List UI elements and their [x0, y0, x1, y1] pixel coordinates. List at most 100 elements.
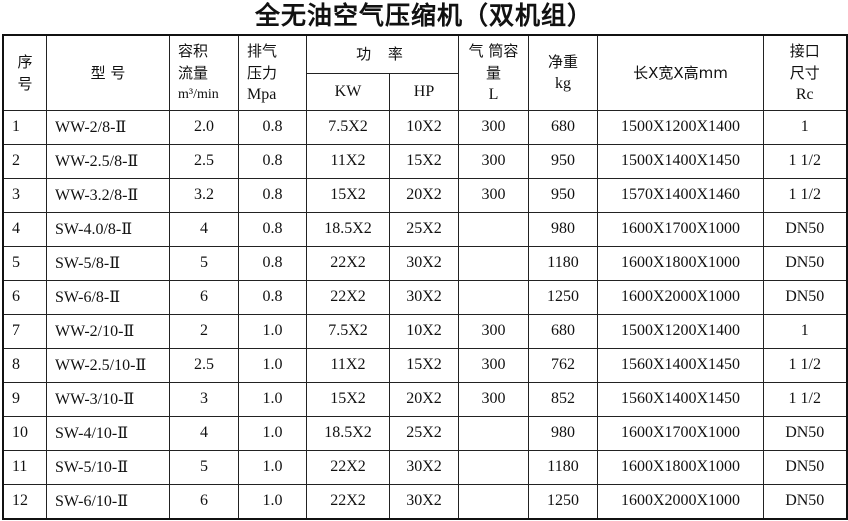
- cell-kw: 22X2: [306, 245, 390, 281]
- cell-dims: 1600X1800X1000: [597, 245, 764, 281]
- cell-pressure: 0.8: [238, 109, 307, 145]
- cell-kw: 11X2: [306, 143, 390, 179]
- cell-no: 4: [2, 211, 47, 247]
- cell-kw: 22X2: [306, 449, 390, 485]
- cell-hp: 15X2: [389, 347, 459, 383]
- table-row: 8 WW-2.5/10-Ⅱ 2.5 1.0 11X2 15X2 300 762 1560X140…: [2, 347, 847, 383]
- cell-flow: 4: [169, 211, 239, 247]
- cell-weight: 1180: [528, 245, 598, 281]
- cell-model: WW-2/8-Ⅱ: [46, 109, 170, 145]
- cell-dims: 1600X1800X1000: [597, 449, 764, 485]
- cell-kw: 11X2: [306, 347, 390, 383]
- cell-no: 11: [2, 449, 47, 485]
- cell-weight: 950: [528, 177, 598, 213]
- cell-dims: 1500X1400X1450: [597, 143, 764, 179]
- header-tank-label: 气 筒容 量: [468, 41, 519, 82]
- cell-weight: 950: [528, 143, 598, 179]
- cell-tank: 300: [458, 177, 529, 213]
- cell-port: DN50: [763, 211, 847, 247]
- cell-no: 6: [2, 279, 47, 315]
- table-row: 5 SW-5/8-Ⅱ 5 0.8 22X2 30X2 1180 1600X1800X1000 D…: [2, 245, 847, 281]
- cell-dims: 1600X2000X1000: [597, 279, 764, 315]
- cell-pressure: 0.8: [238, 279, 307, 315]
- cell-no: 10: [2, 415, 47, 451]
- header-no: 序号: [2, 34, 47, 111]
- cell-model: WW-2.5/8-Ⅱ: [46, 143, 170, 179]
- cell-hp: 30X2: [389, 279, 459, 315]
- cell-dims: 1500X1200X1400: [597, 109, 764, 145]
- header-weight-label: 净重: [547, 52, 578, 71]
- cell-weight: 1250: [528, 279, 598, 315]
- cell-model: SW-6/10-Ⅱ: [46, 483, 170, 519]
- table-row: 7 WW-2/10-Ⅱ 2 1.0 7.5X2 10X2 300 680 1500X1200X1…: [2, 313, 847, 349]
- cell-model: WW-3.2/8-Ⅱ: [46, 177, 170, 213]
- cell-no: 3: [2, 177, 47, 213]
- table-row: 12 SW-6/10-Ⅱ 6 1.0 22X2 30X2 1250 1600X2000X100…: [2, 483, 847, 519]
- cell-flow: 4: [169, 415, 239, 451]
- cell-flow: 6: [169, 483, 239, 519]
- cell-flow: 5: [169, 245, 239, 281]
- cell-no: 7: [2, 313, 47, 349]
- table-row: 4 SW-4.0/8-Ⅱ 4 0.8 18.5X2 25X2 980 1600X1700X10…: [2, 211, 847, 247]
- cell-no: 12: [2, 483, 47, 519]
- spec-table: 序号 型 号 容积流量 m³/min 排气压力 Mpa 功 率 气 筒容 量 L 净重…: [2, 34, 848, 520]
- cell-hp: 20X2: [389, 177, 459, 213]
- header-pressure-label: 排气压力: [247, 41, 278, 82]
- cell-tank: 300: [458, 143, 529, 179]
- cell-flow: 5: [169, 449, 239, 485]
- table-body: 1 WW-2/8-Ⅱ 2.0 0.8 7.5X2 10X2 300 680 1500X1200X…: [2, 109, 847, 519]
- cell-dims: 1600X2000X1000: [597, 483, 764, 519]
- cell-weight: 980: [528, 211, 598, 247]
- cell-flow: 2: [169, 313, 239, 349]
- cell-weight: 852: [528, 381, 598, 417]
- cell-flow: 6: [169, 279, 239, 315]
- cell-model: SW-5/10-Ⅱ: [46, 449, 170, 485]
- cell-dims: 1500X1200X1400: [597, 313, 764, 349]
- cell-weight: 1250: [528, 483, 598, 519]
- table-row: 3 WW-3.2/8-Ⅱ 3.2 0.8 15X2 20X2 300 950 1570X1400…: [2, 177, 847, 213]
- cell-dims: 1570X1400X1460: [597, 177, 764, 213]
- cell-flow: 2.5: [169, 143, 239, 179]
- cell-tank: [458, 449, 529, 485]
- cell-tank: [458, 211, 529, 247]
- cell-port: 1: [763, 109, 847, 145]
- cell-kw: 18.5X2: [306, 211, 390, 247]
- table-row: 9 WW-3/10-Ⅱ 3 1.0 15X2 20X2 300 852 1560X1400X14…: [2, 381, 847, 417]
- cell-hp: 10X2: [389, 313, 459, 349]
- cell-model: SW-6/8-Ⅱ: [46, 279, 170, 315]
- header-flow: 容积流量 m³/min: [169, 34, 239, 111]
- cell-weight: 1180: [528, 449, 598, 485]
- header-flow-unit: m³/min: [178, 86, 219, 102]
- header-kw: KW: [306, 72, 390, 111]
- cell-dims: 1600X1700X1000: [597, 211, 764, 247]
- cell-flow: 2.0: [169, 109, 239, 145]
- cell-port: DN50: [763, 483, 847, 519]
- cell-model: SW-5/8-Ⅱ: [46, 245, 170, 281]
- cell-tank: [458, 279, 529, 315]
- header-dims: 长X宽X高mm: [597, 34, 764, 111]
- cell-pressure: 0.8: [238, 245, 307, 281]
- cell-no: 2: [2, 143, 47, 179]
- cell-pressure: 0.8: [238, 211, 307, 247]
- header-model: 型 号: [46, 34, 170, 111]
- cell-hp: 30X2: [389, 245, 459, 281]
- header-tank: 气 筒容 量 L: [458, 34, 529, 111]
- table-row: 1 WW-2/8-Ⅱ 2.0 0.8 7.5X2 10X2 300 680 1500X1200X…: [2, 109, 847, 145]
- cell-kw: 15X2: [306, 177, 390, 213]
- header-pressure: 排气压力 Mpa: [238, 34, 307, 111]
- header-pressure-unit: Mpa: [247, 85, 277, 103]
- cell-port: DN50: [763, 245, 847, 281]
- header-port-unit: Rc: [795, 85, 814, 103]
- table-row: 11 SW-5/10-Ⅱ 5 1.0 22X2 30X2 1180 1600X1800X100…: [2, 449, 847, 485]
- header-port-label: 接口尺寸: [789, 41, 820, 82]
- cell-model: SW-4/10-Ⅱ: [46, 415, 170, 451]
- cell-weight: 762: [528, 347, 598, 383]
- cell-tank: [458, 483, 529, 519]
- cell-kw: 7.5X2: [306, 313, 390, 349]
- cell-model: WW-2/10-Ⅱ: [46, 313, 170, 349]
- cell-weight: 680: [528, 109, 598, 145]
- cell-kw: 15X2: [306, 381, 390, 417]
- table-row: 6 SW-6/8-Ⅱ 6 0.8 22X2 30X2 1250 1600X2000X1000 D…: [2, 279, 847, 315]
- cell-tank: 300: [458, 109, 529, 145]
- cell-kw: 22X2: [306, 483, 390, 519]
